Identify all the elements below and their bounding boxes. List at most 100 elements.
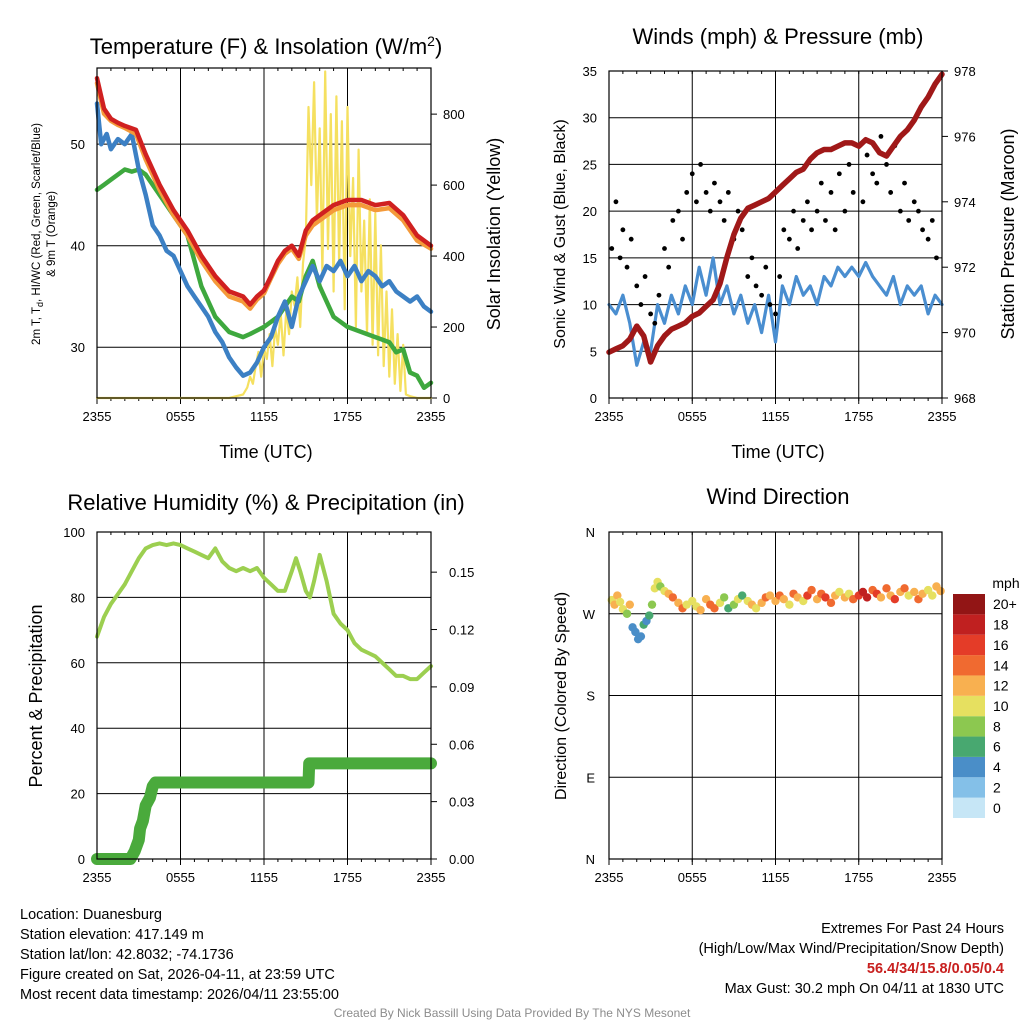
x-tick-label: 0555 [166,409,195,424]
gust-point [818,180,824,186]
gust-point [897,208,903,214]
direction-point [710,604,719,613]
direction-point [696,605,705,615]
gust-point [670,218,676,223]
gust-point [870,171,876,177]
x-tick-label: 1155 [250,409,278,424]
gust-point [648,311,654,317]
y-right-tick-label: 0.06 [449,737,474,752]
y-tick-label: 100 [63,525,85,540]
humidity-title: Relative Humidity (%) & Precipitation (i… [67,490,464,515]
gust-point [781,227,787,233]
colorbar-swatch [953,634,985,656]
gust-point [836,171,842,177]
x-tick-label: 2355 [83,409,112,424]
colorbar-label: 0 [993,800,1001,816]
x-tick-label: 2355 [928,409,957,424]
y-tick-label: 25 [583,157,597,172]
y-tick-label: E [586,770,595,785]
gust-point [698,162,703,167]
y-tick-label: W [583,607,596,622]
colorbar-label: 20+ [993,596,1017,612]
station-elevation: Station elevation: 417.149 m [20,927,204,943]
gust-point [745,274,751,279]
x-tick-label: 2355 [417,870,446,885]
gust-point [777,274,783,279]
colorbar-label: 18 [993,617,1009,633]
direction-point [882,584,891,593]
gust-point [694,199,699,205]
gust-point [652,320,658,326]
gust-point [680,236,685,242]
direction-point [622,609,632,618]
gust-point [911,199,917,205]
gust-point [638,302,644,307]
colorbar-label: 10 [993,698,1009,714]
gust-point [842,208,848,214]
y-right-tick-label: 200 [443,320,465,335]
winds-x-label: Time (UTC) [731,442,824,462]
gust-point [703,190,709,195]
station-info: Location: Duanesburg Station elevation: … [20,905,339,1005]
y-tick-label: 30 [583,111,597,126]
y-tick-label: 35 [583,64,597,79]
colorbar-swatch [953,614,985,635]
colorbar-swatch [953,675,985,696]
direction-point [615,597,625,607]
y-right-tick-label: 0.15 [449,565,474,580]
gust-point [642,274,648,279]
extremes-values: 56.4/34/15.8/0.05/0.4 [866,961,1004,977]
gust-point [874,180,880,186]
gust-point [884,162,889,167]
colorbar-swatch [953,756,985,778]
gust-point [920,227,925,233]
x-tick-label: 2355 [83,870,112,885]
gust-point [721,218,727,223]
gust-point [725,190,731,195]
gust-point [620,227,626,233]
gust-point [759,292,765,298]
direction-point [928,591,937,600]
temperature-y-label-line2: & 9m T (Orange) [46,191,58,277]
direction-y-label: Direction (Colored By Speed) [553,592,570,800]
y-tick-label: 0 [78,852,85,867]
direction-point [807,585,816,595]
y-right-tick-label: 978 [954,64,976,79]
station-latlon: Station lat/lon: 42.8032; -74.1736 [20,947,234,963]
colorbar-swatch [953,777,985,798]
plot-border [608,531,943,860]
series-wind-chill-heat-index [94,101,434,378]
y-right-tick-label: 0.00 [449,852,474,867]
direction-point [738,591,747,600]
y-right-tick-label: 0.12 [449,623,474,638]
x-tick-label: 2355 [595,870,624,885]
y-tick-label: 40 [71,239,85,254]
colorbar-swatch [953,736,985,757]
y-tick-label: 15 [583,251,597,266]
gust-point [809,227,814,233]
direction-point [751,604,761,613]
gust-point [823,218,828,223]
gust-point [656,292,662,298]
y-right-tick-label: 970 [954,326,976,341]
gust-point [929,218,935,223]
colorbar-label: 16 [993,637,1009,653]
x-tick-label: 1155 [762,409,790,424]
direction-point [900,584,909,593]
gust-point [864,152,870,158]
colorbar-swatch [953,716,985,737]
gust-point [735,208,741,214]
direction-point [785,600,794,609]
gust-point [786,236,792,242]
direction-point [645,611,654,620]
direction-point [936,586,945,596]
direction-point [647,600,657,609]
figure-created: Figure created on Sat, 2026-04-11, at 23… [20,967,335,983]
temperature-y-label-line1: 2m T, Td, HI/WC (Red, Green, Scarlet/Blu… [31,123,45,345]
winds-y-label: Sonic Wind & Gust (Blue, Black) [552,119,569,348]
gust-point [675,208,681,214]
direction-point [625,600,635,609]
colorbar-label: 2 [993,779,1001,795]
series-precipitation [91,757,437,865]
